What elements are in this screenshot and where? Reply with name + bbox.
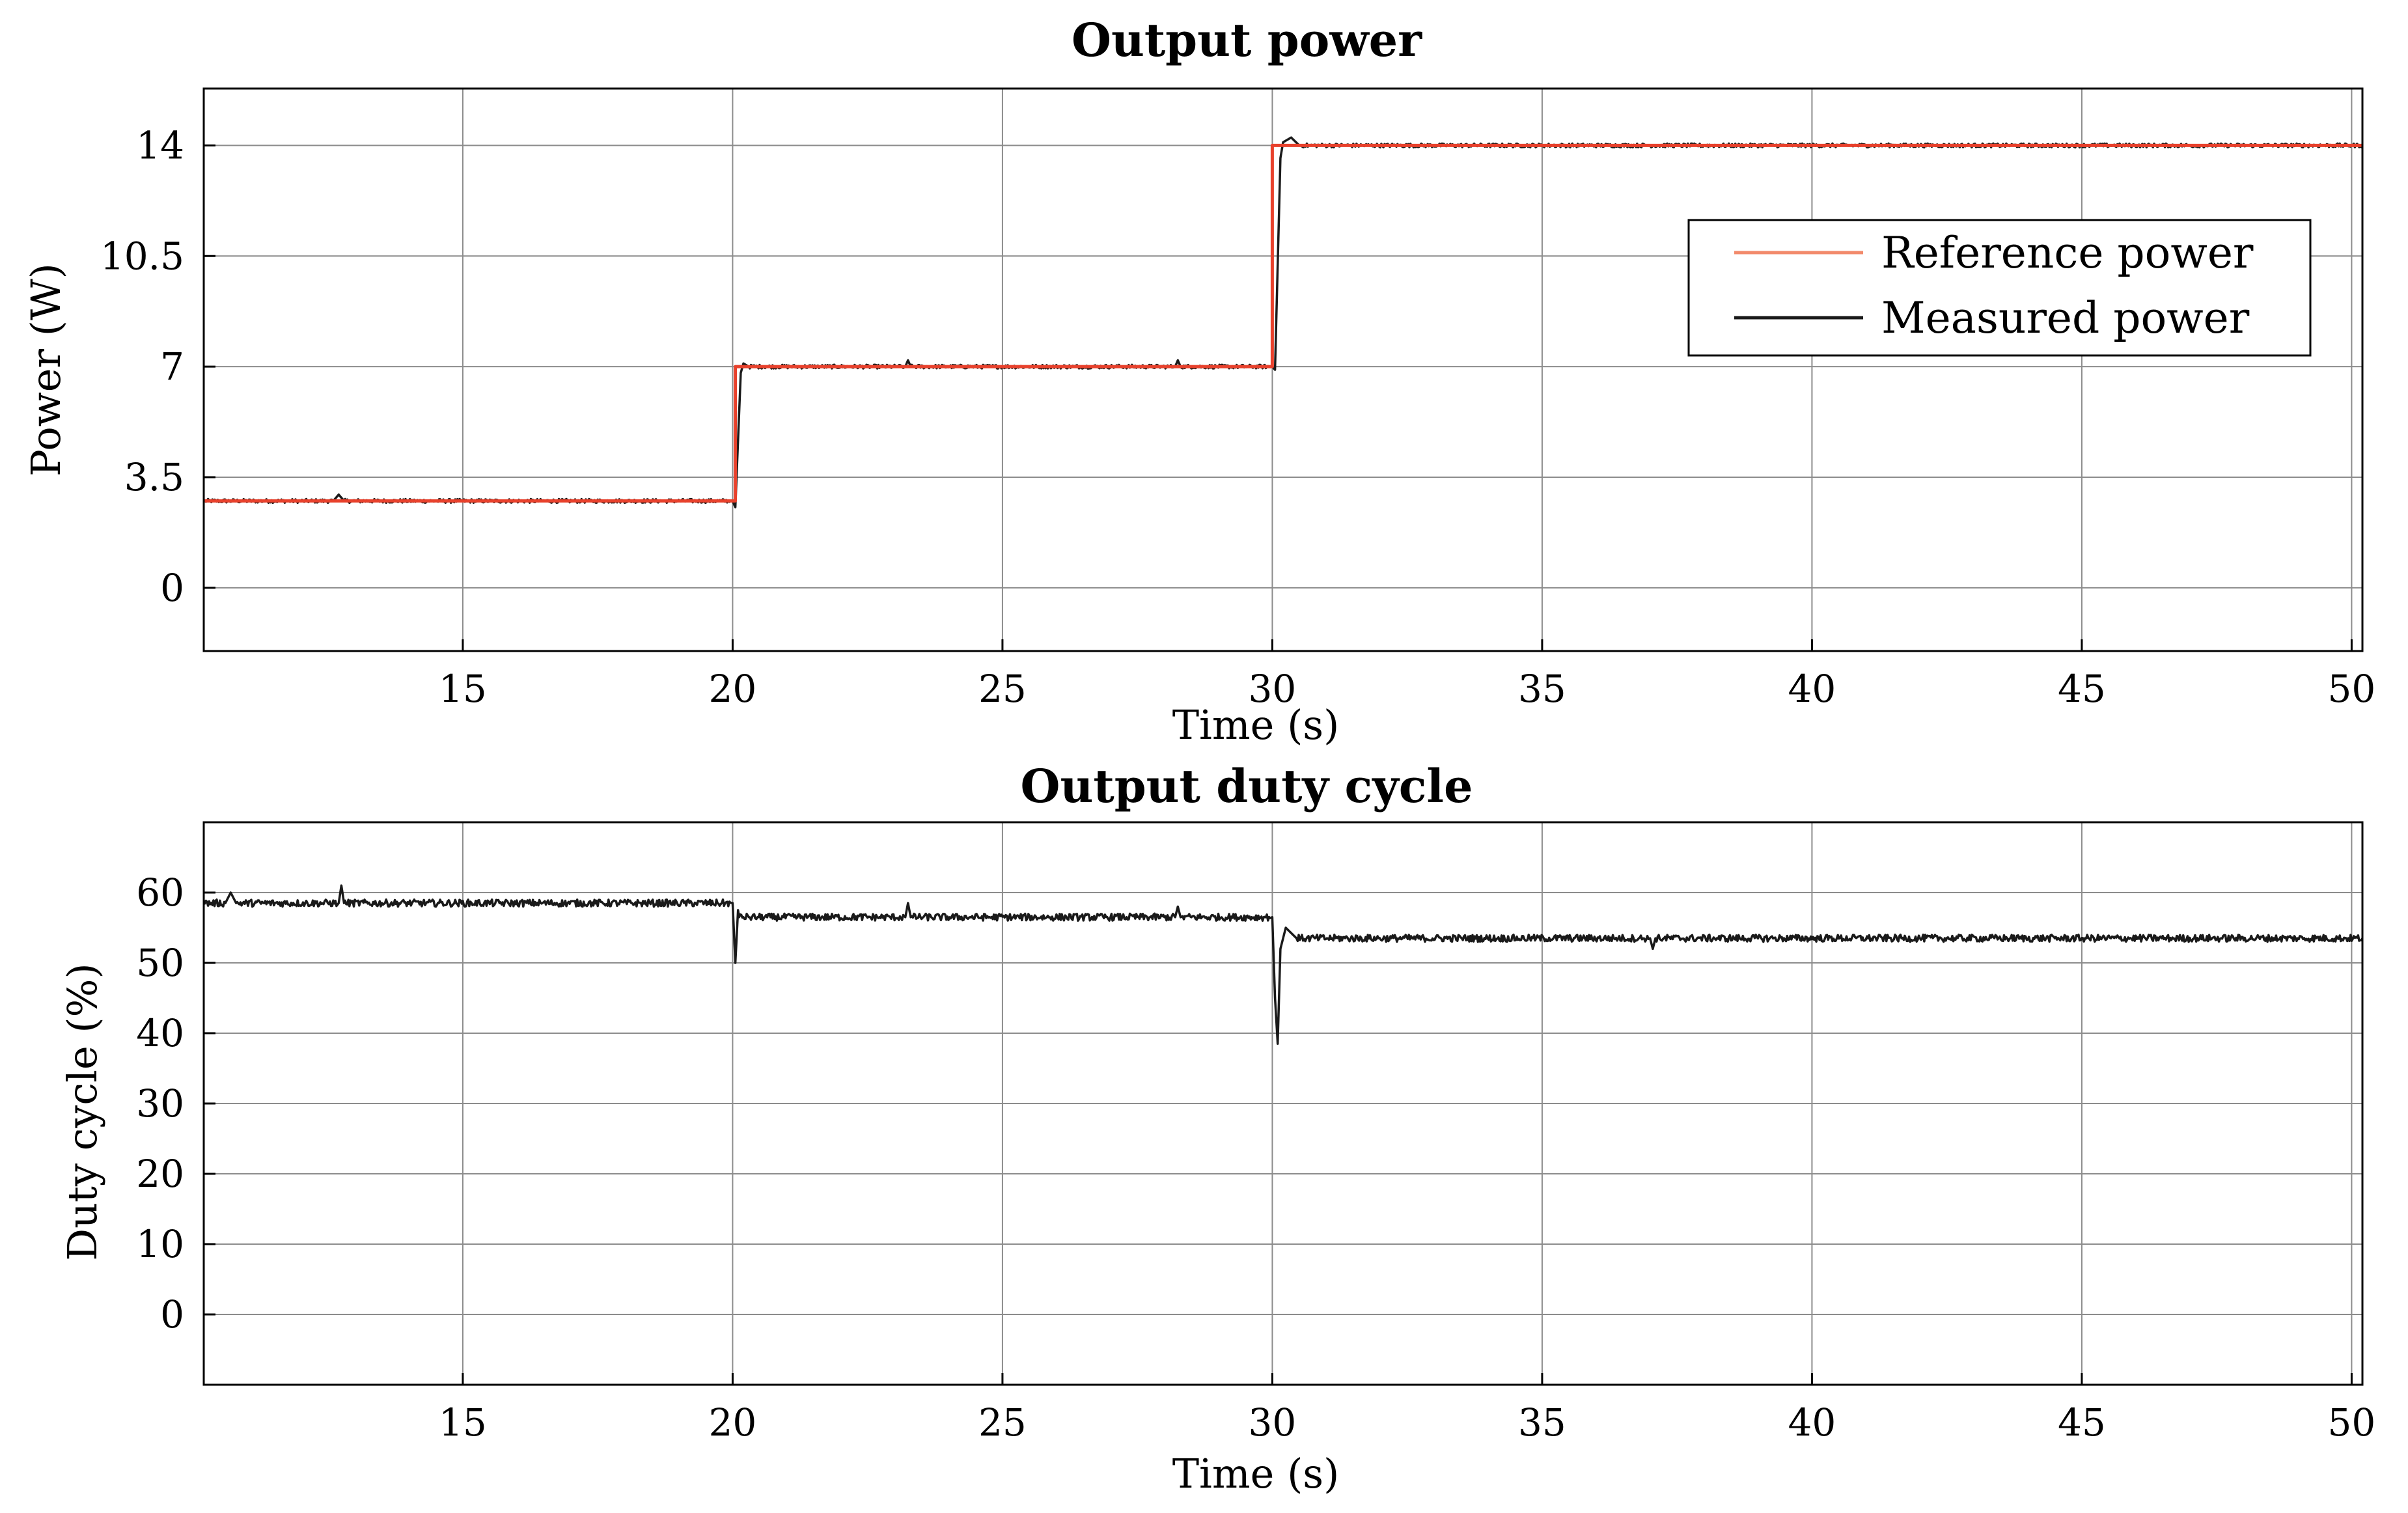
x-tick-label: 30 (1249, 667, 1297, 711)
x-tick-label: 50 (2328, 1400, 2376, 1445)
power-chart-frame (202, 87, 2364, 652)
y-tick-label: 60 (136, 870, 184, 915)
y-tick-label: 30 (136, 1081, 184, 1126)
power-chart-x-ticks: 15 20 25 30 35 40 45 50 (439, 639, 2375, 711)
duty-cycle-chart-title: Output duty cycle (1020, 759, 1473, 813)
y-tick-label: 10 (136, 1222, 184, 1266)
x-tick-label: 25 (978, 1400, 1027, 1445)
y-tick-label: 7 (160, 344, 184, 389)
power-chart-series (203, 136, 2364, 508)
power-chart-y-label: Power (W) (22, 263, 70, 477)
duty-cycle-chart-x-label: Time (s) (1172, 1450, 1340, 1497)
power-chart-grid (204, 89, 2362, 651)
y-tick-label: 3.5 (124, 455, 184, 499)
y-tick-label: 50 (136, 941, 184, 985)
x-tick-label: 30 (1249, 1400, 1297, 1445)
x-tick-label: 50 (2328, 667, 2376, 711)
y-tick-label: 0 (160, 566, 184, 610)
power-chart: Output power 0 3.5 7 10.5 14 15 20 25 30 35 40 45 5… (22, 13, 2375, 749)
y-tick-label: 14 (136, 123, 184, 167)
x-tick-label: 15 (439, 1400, 487, 1445)
legend-label-measured-power: Measured power (1881, 293, 2250, 343)
x-tick-label: 40 (1788, 1400, 1836, 1445)
x-tick-label: 45 (2058, 667, 2106, 711)
legend-label-reference-power: Reference power (1881, 228, 2254, 278)
duty-cycle-chart-series (203, 884, 2364, 1045)
duty-cycle-chart-grid (204, 822, 2362, 1385)
power-chart-title: Output power (1072, 13, 1422, 67)
y-tick-label: 10.5 (100, 234, 184, 278)
power-chart-x-label: Time (s) (1172, 701, 1340, 749)
x-tick-label: 35 (1518, 1400, 1566, 1445)
power-chart-legend: Reference power Measured power (1687, 219, 2312, 357)
y-tick-label: 40 (136, 1011, 184, 1055)
duty-cycle-chart-x-ticks: 15 20 25 30 35 40 45 50 (439, 1373, 2375, 1445)
y-tick-label: 20 (136, 1152, 184, 1196)
x-tick-label: 25 (978, 667, 1027, 711)
y-tick-label: 0 (160, 1292, 184, 1337)
legend-box (1687, 219, 2312, 357)
x-tick-label: 15 (439, 667, 487, 711)
power-chart-y-ticks: 0 3.5 7 10.5 14 (100, 123, 215, 610)
x-tick-label: 40 (1788, 667, 1836, 711)
line-reference-power (204, 143, 2362, 503)
x-tick-label: 35 (1518, 667, 1566, 711)
x-tick-label: 20 (709, 667, 757, 711)
line-series-0 (203, 884, 2364, 1045)
duty-cycle-chart-y-ticks: 0 10 20 30 40 50 60 (136, 870, 215, 1337)
duty-cycle-chart-y-label: Duty cycle (%) (59, 963, 106, 1260)
x-tick-label: 20 (709, 1400, 757, 1445)
duty-cycle-chart: Output duty cycle 0 10 20 30 40 50 60 15 20 25 30… (59, 759, 2375, 1497)
x-tick-label: 45 (2058, 1400, 2106, 1445)
